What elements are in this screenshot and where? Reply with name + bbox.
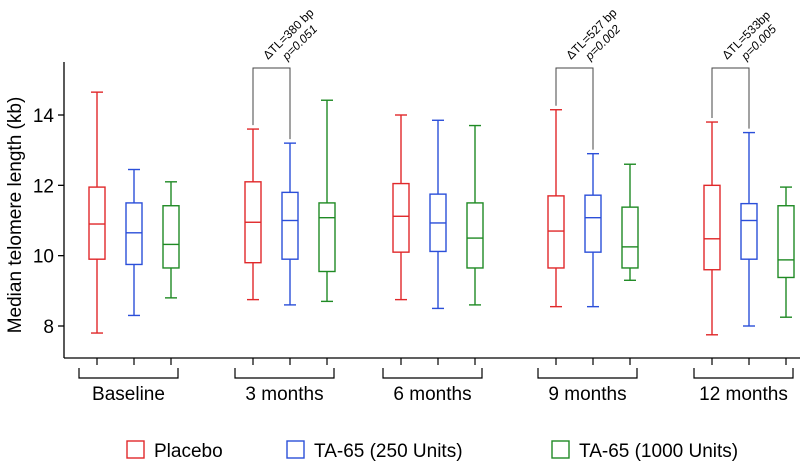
group-bracket — [234, 368, 335, 379]
group-label: 6 months — [393, 384, 471, 405]
axes: 8 10 12 14 Baseline 3 months 6 months 9 months 1… — [33, 62, 800, 405]
annotation-text: ΔTL=527 bpp=0.002 — [563, 6, 630, 73]
group-label: 9 months — [548, 384, 626, 405]
significance-annotation: ΔTL=533bpp=0.005 — [711, 8, 783, 129]
box-plot — [703, 121, 721, 336]
box-plot — [318, 99, 336, 303]
significance-bracket — [711, 67, 750, 129]
box-plot — [429, 119, 447, 310]
group-bracket — [382, 368, 483, 379]
y-tick-label: 10 — [33, 247, 54, 268]
legend-item: TA-65 (250 Units) — [286, 440, 463, 462]
box-plot — [466, 124, 484, 306]
legend: Placebo TA-65 (250 Units) TA-65 (1000 Unit… — [126, 440, 738, 462]
group-label: 12 months — [699, 384, 788, 405]
legend-item: Placebo — [126, 440, 223, 462]
boxes — [88, 91, 795, 336]
legend-label: Placebo — [154, 441, 223, 462]
box-iqr — [125, 202, 143, 266]
box-plot — [584, 152, 602, 308]
box-plot — [740, 131, 758, 327]
significance-annotation: ΔTL=527 bpp=0.002 — [555, 6, 630, 150]
box-plot — [392, 114, 410, 301]
box-iqr — [703, 184, 721, 271]
box-plot — [281, 142, 299, 306]
legend-swatch — [551, 440, 570, 459]
significance-bracket — [252, 67, 291, 140]
box-plot — [244, 128, 262, 301]
box-iqr — [392, 182, 410, 253]
box-plot — [125, 168, 143, 317]
box-iqr — [740, 202, 758, 260]
y-tick-label: 14 — [33, 106, 55, 127]
y-tick-label: 12 — [33, 176, 54, 197]
box-iqr — [621, 206, 639, 269]
y-tick-label: 8 — [43, 317, 54, 338]
group-bracket — [537, 368, 638, 379]
box-plot — [162, 181, 180, 299]
group-label: Baseline — [92, 384, 165, 405]
box-iqr — [547, 195, 565, 269]
legend-label: TA-65 (1000 Units) — [579, 441, 738, 462]
significance-annotation: ΔTL=380 bpp=0.051 — [252, 6, 327, 140]
significance-bracket — [555, 67, 594, 150]
box-iqr — [466, 202, 484, 269]
group-bracket — [693, 368, 794, 379]
y-axis-label: Median telomere length (kb) — [5, 97, 26, 334]
legend-swatch — [286, 440, 305, 459]
box-iqr — [281, 191, 299, 260]
box-iqr — [88, 186, 106, 260]
box-plot — [88, 91, 106, 334]
box-iqr — [584, 194, 602, 253]
box-plot — [547, 109, 565, 308]
box-iqr — [318, 202, 336, 273]
annotations: ΔTL=380 bpp=0.051 ΔTL=527 bpp=0.002 ΔTL=53… — [252, 6, 783, 150]
legend-label: TA-65 (250 Units) — [314, 441, 463, 462]
box-iqr — [777, 205, 795, 279]
group-bracket — [78, 368, 179, 379]
group-label: 3 months — [245, 384, 323, 405]
box-iqr — [162, 205, 180, 269]
annotation-text: ΔTL=533bpp=0.005 — [719, 8, 783, 72]
box-plot — [777, 186, 795, 318]
legend-item: TA-65 (1000 Units) — [551, 440, 738, 462]
annotation-text: ΔTL=380 bpp=0.051 — [260, 6, 327, 73]
legend-swatch — [126, 440, 145, 459]
box-plot — [621, 163, 639, 281]
